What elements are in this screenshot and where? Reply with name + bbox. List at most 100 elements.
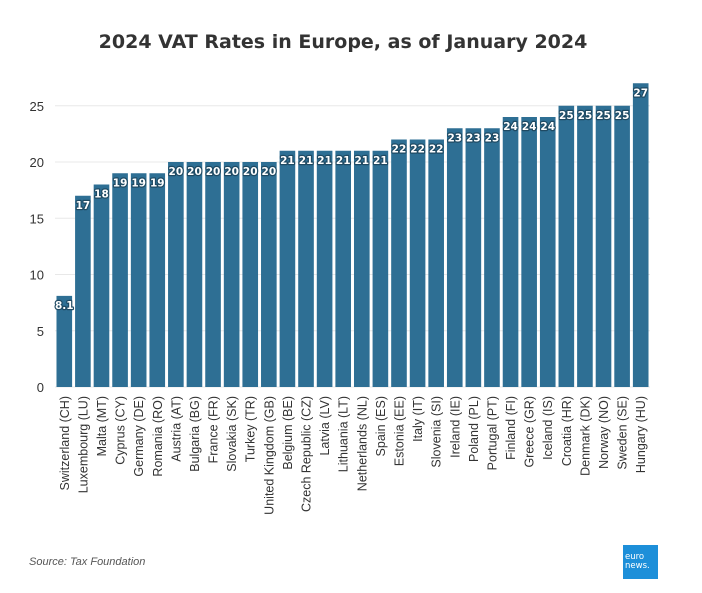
bar	[149, 173, 166, 387]
data-label: 20	[206, 166, 221, 178]
x-tick-label: Ireland (IE)	[448, 396, 462, 458]
data-label: 18	[94, 189, 109, 201]
bar	[428, 139, 444, 387]
x-tick-label: Switzerland (CH)	[58, 396, 72, 490]
data-label: 21	[336, 155, 351, 167]
x-tick-label: Turkey (TR)	[244, 396, 258, 462]
bar	[186, 162, 203, 387]
bar	[558, 105, 575, 387]
x-tick-label: Lithuania (LT)	[337, 396, 351, 472]
x-tick-label: Portugal (PT)	[485, 396, 499, 470]
data-label: 25	[615, 110, 630, 122]
bar	[261, 162, 277, 387]
data-label: 21	[373, 155, 388, 167]
x-tick-label: Czech Republic (CZ)	[300, 396, 314, 512]
data-label: 23	[485, 132, 500, 144]
data-label: 23	[466, 132, 481, 144]
data-label: 20	[187, 166, 202, 178]
x-tick-label: Denmark (DK)	[578, 396, 592, 476]
x-tick-label: Latvia (LV)	[318, 396, 332, 456]
bar	[521, 117, 537, 387]
x-tick-label: Austria (AT)	[169, 396, 183, 462]
x-tick-label: Iceland (IS)	[541, 396, 555, 460]
bar	[614, 105, 630, 387]
y-tick-label: 25	[30, 99, 44, 114]
x-tick-label: Poland (PL)	[467, 396, 481, 462]
x-tick-label: Hungary (HU)	[634, 396, 648, 473]
x-tick-label: Croatia (HR)	[560, 396, 574, 466]
bar	[279, 150, 296, 387]
data-label: 23	[447, 132, 462, 144]
data-label: 20	[224, 166, 239, 178]
euronews-logo: euro news.	[623, 545, 658, 579]
y-tick-label: 5	[37, 324, 44, 339]
bar	[130, 173, 147, 387]
bar	[168, 162, 184, 387]
data-label: 21	[299, 155, 314, 167]
data-label: 19	[131, 177, 146, 189]
data-label: 22	[429, 144, 444, 156]
y-tick-label: 15	[30, 211, 44, 226]
bar	[75, 195, 91, 387]
x-tick-label: Netherlands (NL)	[355, 396, 369, 491]
bar	[93, 184, 110, 387]
data-label: 20	[262, 166, 277, 178]
bar	[484, 128, 500, 387]
x-tick-label: Finland (FI)	[504, 396, 518, 460]
bar	[446, 128, 463, 387]
bar	[353, 150, 370, 387]
x-tick-label: Spain (ES)	[374, 396, 388, 456]
bar	[205, 162, 221, 387]
chart-title: 2024 VAT Rates in Europe, as of January …	[99, 31, 588, 53]
bar	[539, 117, 556, 387]
x-tick-label: Norway (NO)	[597, 396, 611, 469]
bar	[465, 128, 482, 387]
bar	[112, 173, 128, 387]
bar	[298, 150, 314, 387]
data-label: 20	[243, 166, 258, 178]
data-label: 21	[280, 155, 295, 167]
data-label: 25	[596, 110, 611, 122]
bar	[56, 295, 73, 387]
x-tick-label: Estonia (EE)	[392, 396, 406, 466]
bar	[223, 162, 240, 387]
x-tick-label: Slovenia (SI)	[430, 396, 444, 468]
data-label: 24	[540, 121, 555, 133]
x-tick-label: United Kingdom (GB)	[262, 396, 276, 515]
data-label: 22	[410, 144, 425, 156]
bar	[577, 105, 593, 387]
x-tick-label: Greece (GR)	[523, 396, 537, 468]
data-label: 24	[522, 121, 537, 133]
logo-text-line2: news.	[625, 561, 650, 571]
x-tick-label: Cyprus (CY)	[114, 396, 128, 465]
bar	[242, 162, 259, 387]
data-label: 25	[578, 110, 593, 122]
data-label: 24	[503, 121, 518, 133]
bar	[316, 150, 333, 387]
bar	[595, 105, 612, 387]
data-label: 19	[113, 177, 128, 189]
data-label: 8.1	[55, 300, 74, 312]
y-tick-label: 20	[30, 155, 44, 170]
x-tick-label: France (FR)	[207, 396, 221, 463]
bar	[632, 83, 649, 387]
x-tick-label: Belgium (BE)	[281, 396, 295, 470]
data-label: 19	[150, 177, 165, 189]
data-label: 27	[633, 87, 648, 99]
bar	[372, 150, 389, 387]
y-axis-ticks: 0 5 10 15 20 25	[30, 99, 44, 395]
x-tick-label: Romania (RO)	[151, 396, 165, 477]
data-label: 22	[392, 144, 407, 156]
x-tick-label: Germany (DE)	[132, 396, 146, 477]
x-tick-label: Luxembourg (LU)	[76, 396, 90, 493]
data-label: 21	[317, 155, 332, 167]
x-axis-ticks: Switzerland (CH) Luxembourg (LU) Malta (MT…	[58, 396, 648, 515]
bar	[391, 139, 407, 387]
data-label: 20	[169, 166, 184, 178]
data-label: 17	[76, 200, 91, 212]
bar	[409, 139, 426, 387]
x-tick-label: Slovakia (SK)	[225, 396, 239, 472]
x-tick-label: Italy (IT)	[411, 396, 425, 442]
data-label: 25	[559, 110, 574, 122]
